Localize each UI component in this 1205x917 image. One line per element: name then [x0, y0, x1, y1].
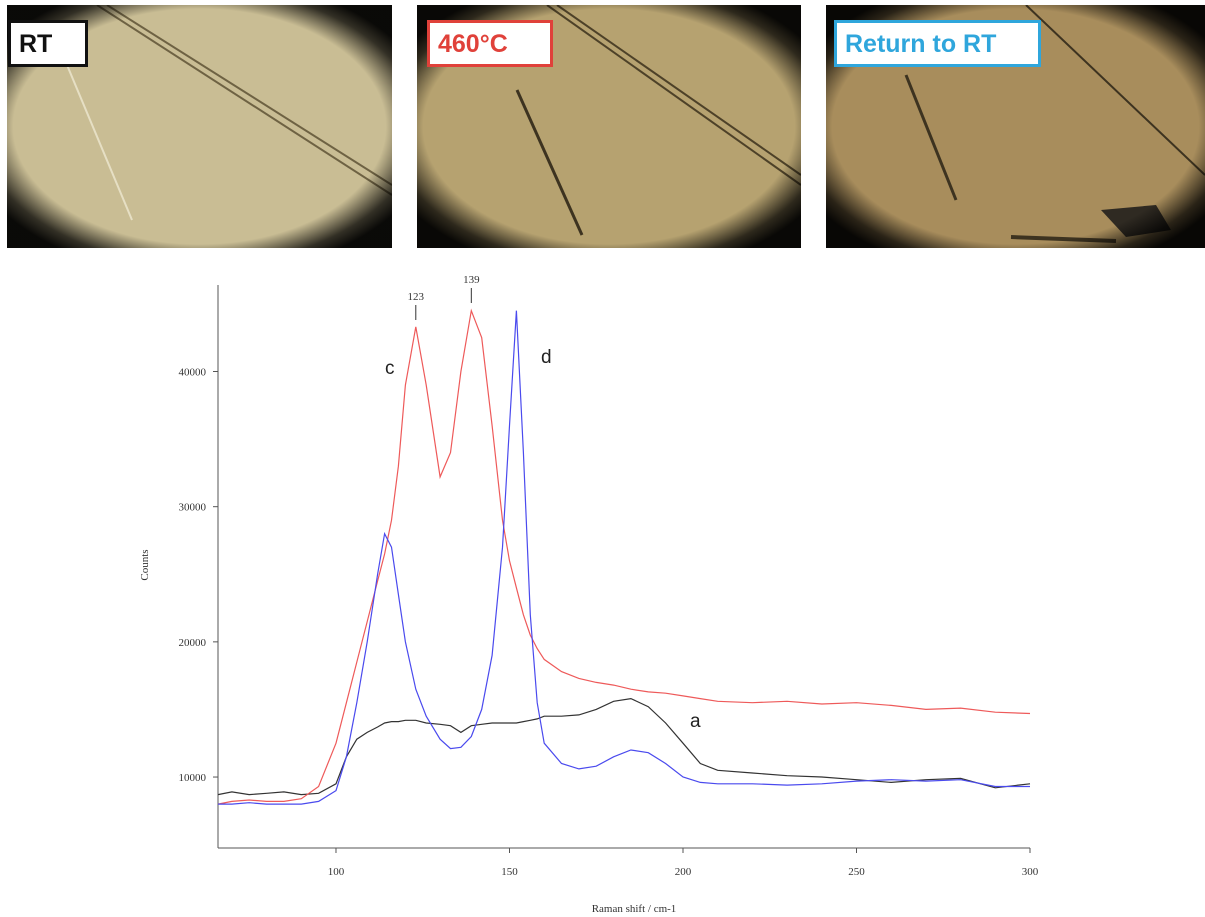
series-line: [218, 310, 1030, 805]
series-label: c: [385, 358, 395, 379]
peak-label: 139: [463, 274, 480, 286]
photo-rt: RT: [7, 5, 392, 248]
y-tick-label: 10000: [179, 772, 207, 784]
y-tick-label: 20000: [179, 637, 207, 649]
series-line: [217, 308, 1031, 805]
photo-return: Return to RT: [826, 5, 1205, 248]
y-tick-label: 30000: [179, 502, 207, 514]
x-tick-label: 100: [328, 866, 345, 878]
photo-460: 460°C: [417, 5, 801, 248]
y-tick-label: 40000: [179, 367, 207, 379]
series-line: [217, 697, 1031, 796]
x-tick-label: 150: [501, 866, 518, 878]
x-axis-label: Raman shift / cm-1: [592, 903, 677, 915]
x-tick-label: 300: [1022, 866, 1039, 878]
y-axis-label: Counts: [139, 549, 151, 580]
panel-label: RT: [8, 20, 88, 67]
panel-label: 460°C: [427, 20, 553, 67]
x-tick-label: 200: [675, 866, 692, 878]
series-label: a: [690, 711, 701, 732]
panel-label: Return to RT: [834, 20, 1041, 67]
peak-label: 123: [408, 291, 425, 303]
series-label: d: [541, 347, 552, 368]
x-tick-label: 250: [848, 866, 865, 878]
